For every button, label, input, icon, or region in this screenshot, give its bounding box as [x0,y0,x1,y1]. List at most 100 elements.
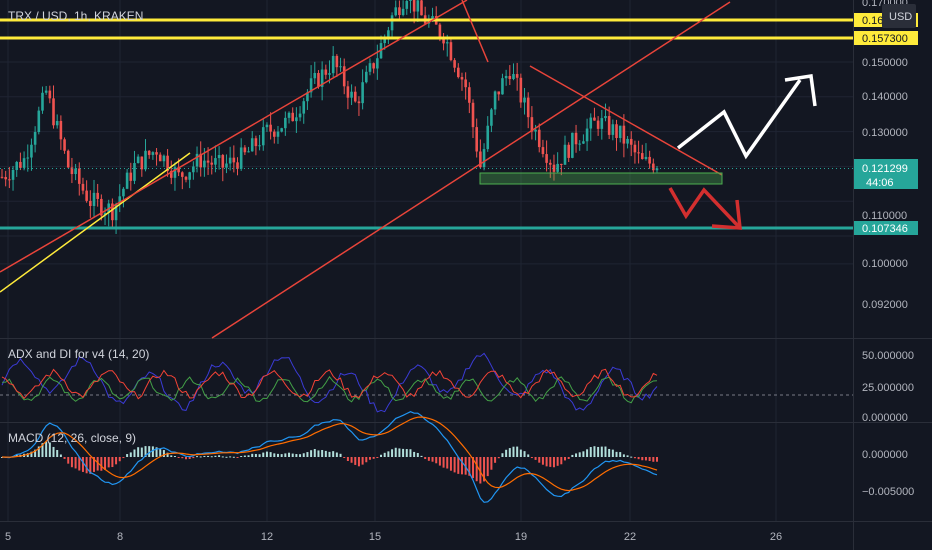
candle-body [486,125,490,150]
time-tick: 5 [5,531,11,543]
bearish-projection-arrow[interactable] [668,187,742,230]
macd-histogram-bar [604,446,607,457]
macd-histogram-bar [593,446,596,457]
macd-histogram-bar [78,457,81,471]
bullish-projection-arrow[interactable] [676,78,802,160]
candle-body [607,116,611,135]
candle-body [203,160,206,168]
candle-body [52,98,55,126]
macd-histogram-bar [247,455,250,457]
candle-body [265,124,269,128]
price-label-bg [854,31,918,45]
macd-histogram-bar [203,455,206,457]
macd-histogram-bar [409,449,412,457]
candle-body [273,131,276,137]
macd-histogram-bar [104,457,107,470]
macd-histogram-bar [273,453,276,457]
candle-body [449,42,453,61]
candle-countdown: 44:06 [866,177,894,189]
macd-histogram-bar [159,449,162,457]
price-tick: 0.110000 [862,210,907,222]
candle-body [331,55,335,74]
macd-histogram-bar [483,457,486,482]
adx-line [1,352,658,413]
macd-histogram-bar [523,451,526,457]
candle-body [629,138,633,145]
macd-histogram-bar [218,455,221,457]
macd-histogram-bar [549,457,552,467]
macd-histogram-bar [140,447,143,457]
macd-histogram-bar [111,457,114,468]
macd-histogram-bar [472,457,475,479]
candle-body [225,163,228,168]
macd-histogram-bar [619,452,622,457]
candle-body [615,124,618,138]
price-tick: 0.140000 [862,91,908,103]
candle-body [655,168,659,171]
price-axis[interactable]: 0.170000 0.150000 0.140000 0.130000 0.11… [854,0,918,311]
currency-badge[interactable] [882,4,916,28]
macd-histogram-bar [575,453,578,457]
macd-histogram-bar [225,456,228,458]
candle-body [125,172,129,189]
macd-histogram-bar [405,449,408,457]
macd-axis[interactable]: 0.000000 −0.005000 [862,449,914,498]
candle-body [504,75,508,79]
macd-histogram-bar [107,457,110,468]
macd-indicator [1,411,658,503]
price-label-bg [854,221,918,235]
currency-label: USD [889,11,912,23]
candle-body [228,157,232,164]
candle-body [111,203,114,221]
candle-body [552,164,556,172]
adx-indicator [1,352,658,413]
candle-body [560,163,563,165]
candle-body [77,168,81,184]
adx-axis[interactable]: 50.000000 25.000000 0.000000 [862,350,914,424]
candle-body [501,78,504,95]
candle-body [412,0,416,12]
macd-title[interactable]: MACD (12, 26, close, 9) [8,431,136,445]
ascending-channel-upper[interactable] [211,1,731,339]
descending-trendline[interactable] [529,65,723,176]
time-axis[interactable]: 5 8 12 15 19 22 26 [5,531,782,543]
macd-histogram-bar [177,457,180,458]
candle-body [622,125,626,144]
macd-histogram-bar [96,457,99,471]
adx-title[interactable]: ADX and DI for v4 (14, 20) [8,347,149,361]
macd-histogram-bar [424,457,427,460]
peak-trendline[interactable] [461,0,489,63]
adx-tick: 25.000000 [862,382,914,394]
candle-body [523,97,526,103]
macd-histogram-bar [637,457,640,460]
macd-line [1,411,658,503]
macd-histogram-bar [343,457,346,458]
di-plus-line [1,375,658,404]
macd-histogram-bar [45,441,48,457]
symbol-title[interactable]: TRX / USD, 1h, KRAKEN [8,9,143,23]
ascending-channel-lower[interactable] [0,0,468,273]
macd-histogram-bar [133,449,136,457]
candle-body [589,117,593,129]
macd-histogram-bar [335,452,338,457]
macd-histogram-bar [519,449,522,457]
macd-histogram-bar [442,457,445,468]
candle-body [118,196,122,204]
macd-histogram-bar [530,457,533,459]
support-zone-box[interactable] [479,172,723,185]
macd-histogram-bar [137,447,140,457]
time-tick: 12 [261,531,273,543]
macd-histogram-bar [170,455,173,457]
macd-histogram-bar [100,457,103,471]
yellow-trendline[interactable] [0,152,191,293]
macd-histogram-bar [457,457,460,474]
macd-histogram-bar [207,455,210,457]
candle-body [652,163,655,171]
macd-histogram-bar [144,446,147,457]
macd-histogram-bar [626,455,629,457]
macd-histogram-bar [92,457,95,472]
macd-histogram-bar [633,457,636,459]
macd-histogram-bar [413,451,416,457]
macd-histogram-bar [449,457,452,471]
candle-body [162,155,166,162]
